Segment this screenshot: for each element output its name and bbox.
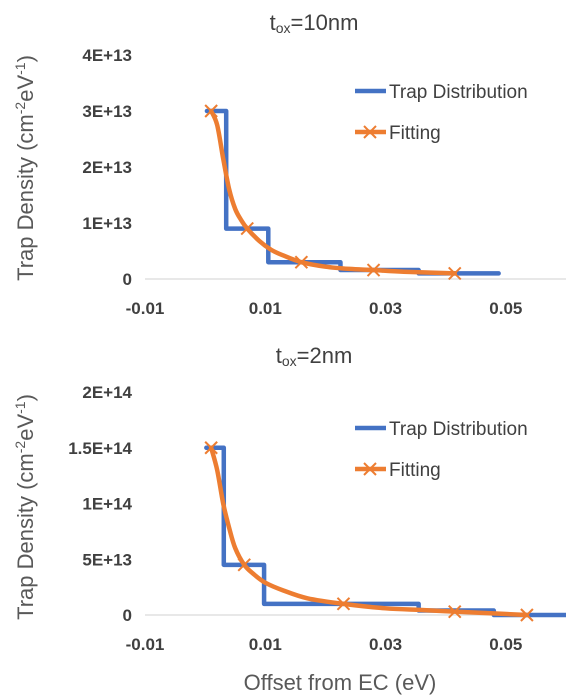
fitting-marker bbox=[366, 263, 381, 277]
fitting-marker bbox=[294, 255, 309, 269]
y-tick-label: 5E+13 bbox=[82, 550, 132, 569]
y-tick-label: 3E+13 bbox=[82, 102, 132, 121]
x-tick-label: 0.03 bbox=[369, 635, 402, 654]
x-tick-label: 0.01 bbox=[249, 635, 282, 654]
legend-item: Fitting bbox=[355, 460, 441, 481]
fitting-marker bbox=[336, 597, 351, 611]
y-tick-label: 0 bbox=[123, 606, 132, 625]
y-tick-label: 4E+13 bbox=[82, 46, 132, 65]
chart-title: tox=2nm bbox=[276, 343, 353, 369]
y-tick-label: 2E+13 bbox=[82, 158, 132, 177]
x-tick-label: 0.05 bbox=[489, 299, 522, 318]
chart-title: tox=10nm bbox=[270, 10, 359, 36]
series-line-trap-distribution bbox=[204, 108, 501, 276]
fitting-marker bbox=[520, 608, 534, 622]
x-tick-label: 0.01 bbox=[249, 299, 282, 318]
legend-label: Fitting bbox=[389, 123, 441, 144]
legend-item: Trap Distribution bbox=[355, 419, 528, 440]
y-tick-label: 1E+13 bbox=[82, 214, 132, 233]
series-line-fitting bbox=[208, 445, 530, 618]
x-tick-label: -0.01 bbox=[126, 299, 165, 318]
legend-item: Trap Distribution bbox=[355, 82, 528, 103]
y-tick-label: 1E+14 bbox=[82, 495, 132, 514]
fitting-marker bbox=[204, 441, 218, 455]
legend-label: Fitting bbox=[389, 460, 441, 481]
y-tick-label: 0 bbox=[123, 270, 132, 289]
chart-top: tox=10nm Trap Density (cm-2eV-1) 0 1E+13 2… bbox=[12, 10, 566, 318]
fitting-marker bbox=[448, 266, 462, 281]
chart-bottom: tox=2nm Trap Density (cm-2eV-1) Offset f… bbox=[12, 343, 566, 695]
x-tick-label: -0.01 bbox=[126, 635, 165, 654]
y-axis-label: Trap Density (cm-2eV-1) bbox=[12, 55, 38, 281]
series-line-trap-distribution bbox=[204, 445, 566, 618]
x-axis-label: Offset from EC (eV) bbox=[244, 670, 437, 695]
x-tick-label: 0.05 bbox=[489, 635, 522, 654]
fitting-marker bbox=[237, 558, 251, 572]
series-line-fitting bbox=[208, 108, 457, 276]
fitting-marker bbox=[204, 104, 218, 118]
fitting-marker bbox=[240, 221, 254, 236]
fitting-marker bbox=[448, 604, 462, 619]
legend-label: Trap Distribution bbox=[389, 419, 528, 440]
legend-label: Trap Distribution bbox=[389, 82, 528, 103]
y-tick-label: 2E+14 bbox=[82, 383, 132, 402]
x-tick-label: 0.03 bbox=[369, 299, 402, 318]
y-axis-label: Trap Density (cm-2eV-1) bbox=[12, 394, 38, 620]
y-tick-label: 1.5E+14 bbox=[68, 439, 132, 458]
legend-item: Fitting bbox=[355, 123, 441, 144]
